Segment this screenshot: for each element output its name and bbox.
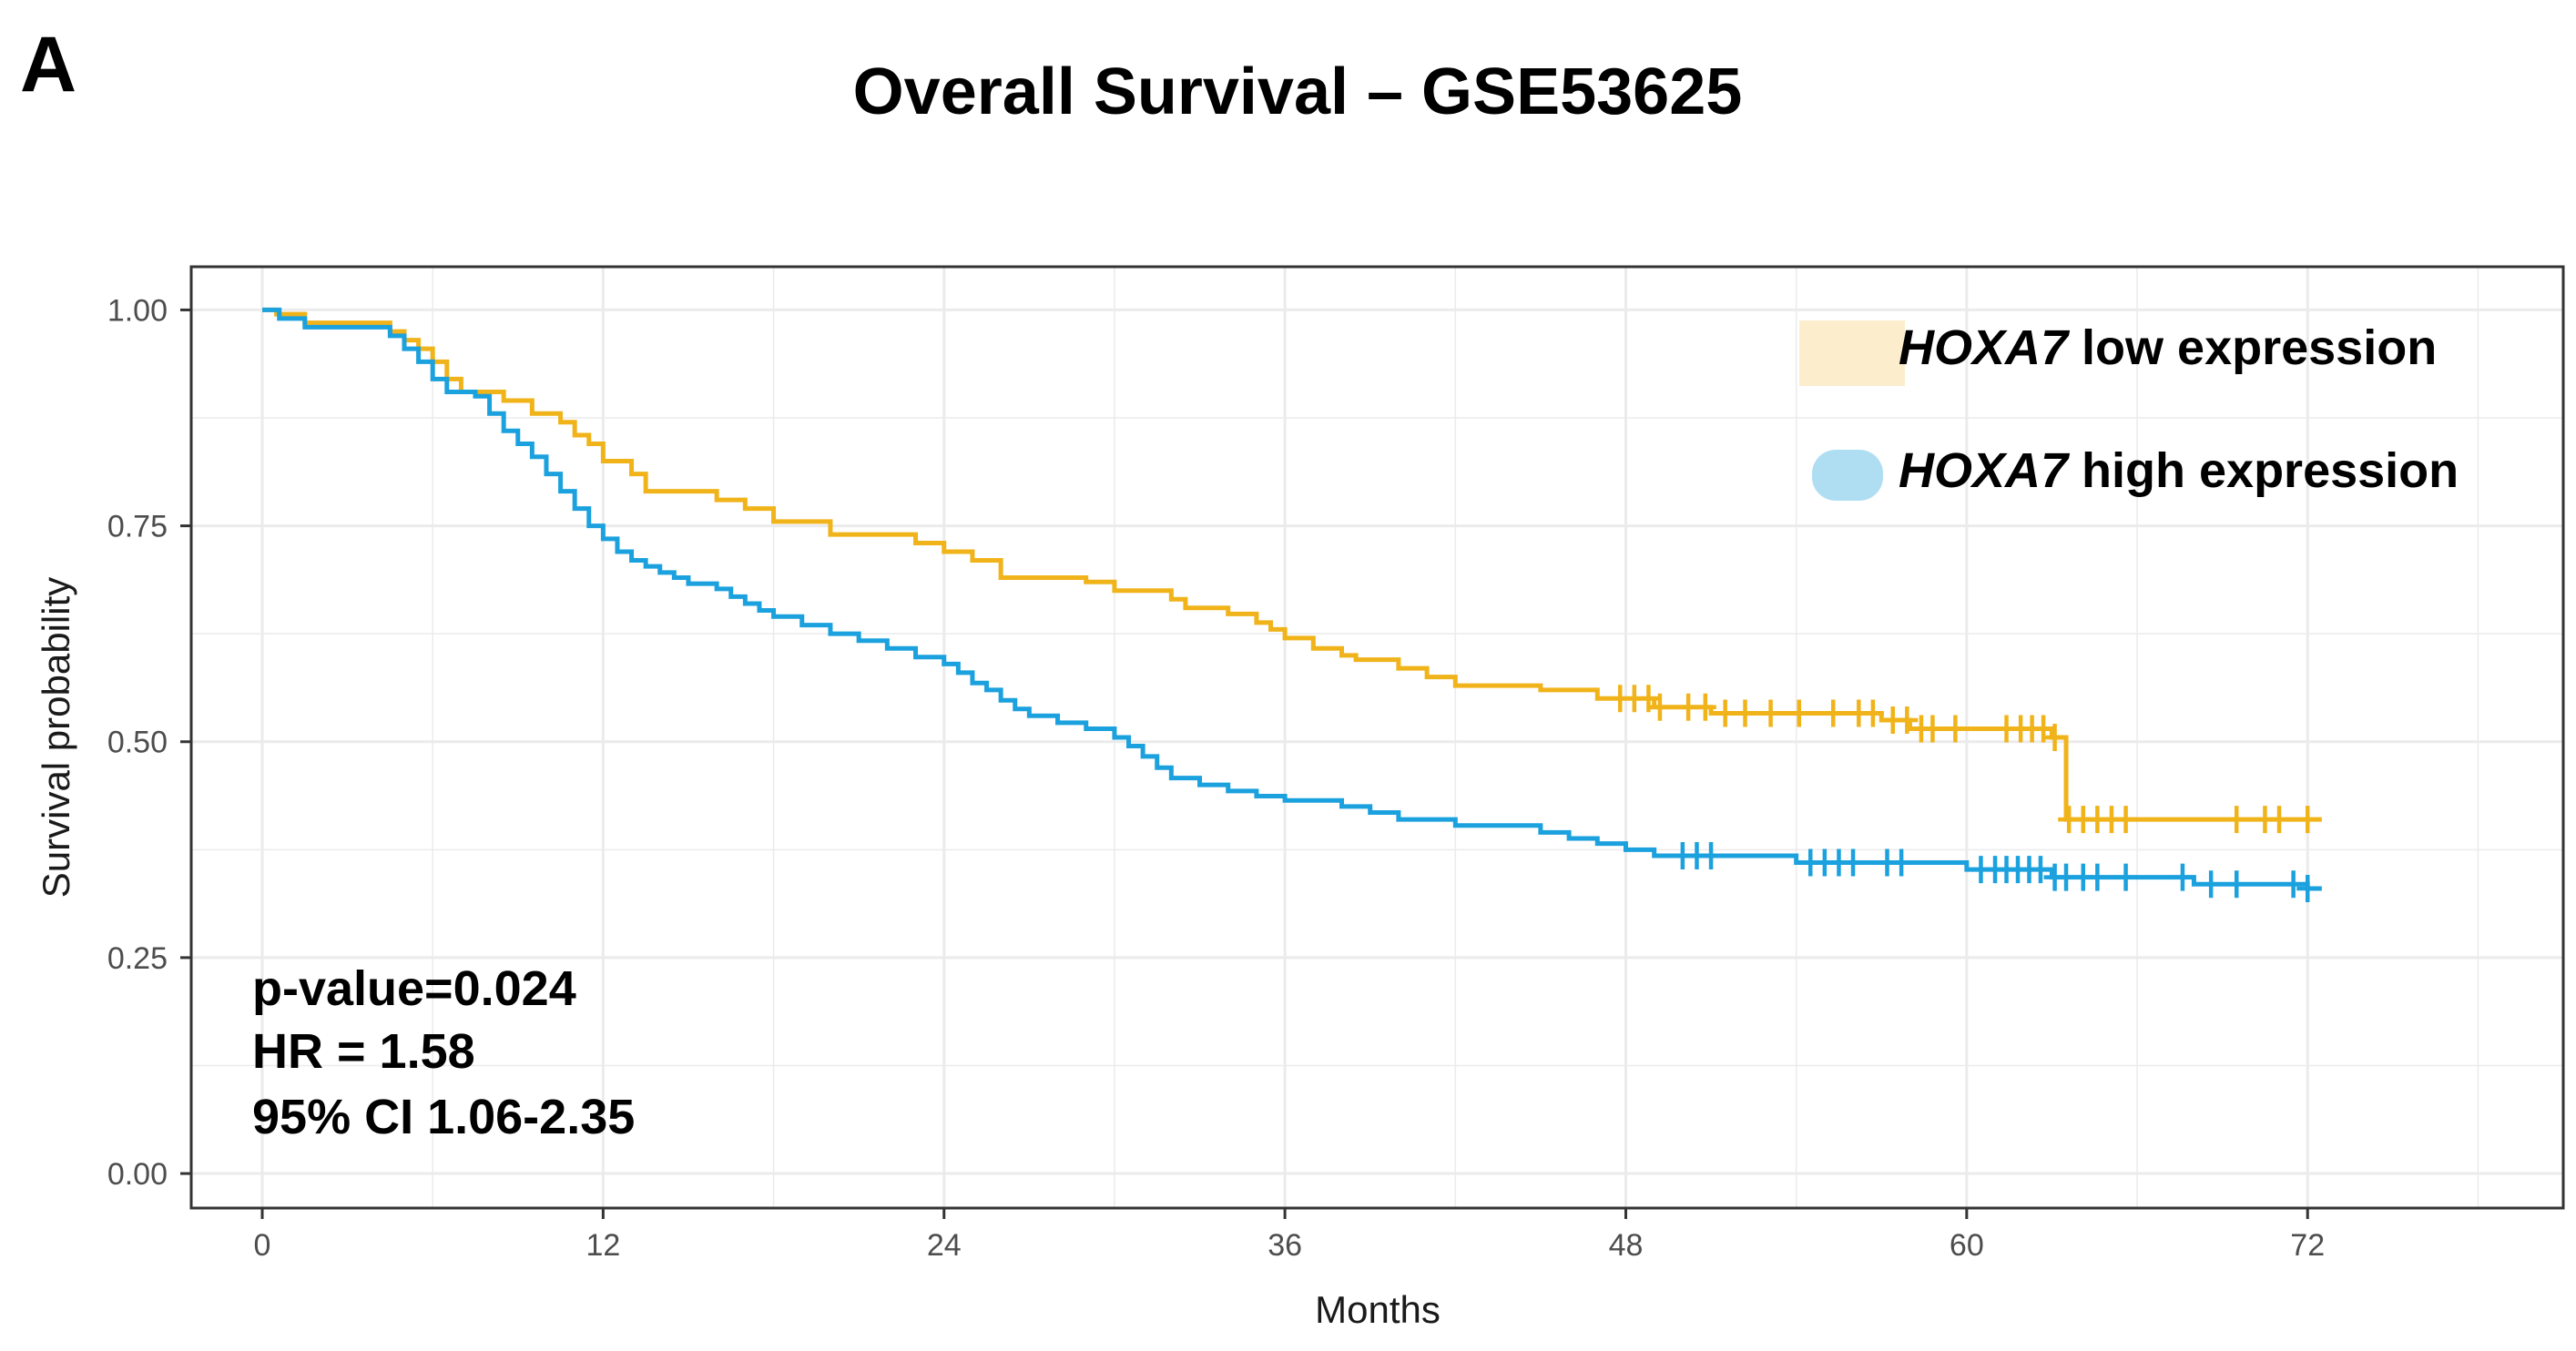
censor-mark-low (1637, 685, 1660, 713)
censor-mark-low (1759, 699, 1782, 727)
legend-item-high: HOXA7 high expression (1899, 443, 2459, 498)
panel-letter: A (20, 21, 76, 108)
censor-mark-low (2268, 806, 2291, 834)
y-tick-label: 0.00 (107, 1157, 168, 1192)
censor-mark-low (1648, 693, 1671, 721)
censor-mark-high (2296, 875, 2319, 903)
y-tick-label: 0.75 (107, 510, 168, 544)
y-tick-label: 0.50 (107, 726, 168, 760)
x-tick-label: 60 (1950, 1228, 1984, 1263)
censor-mark-high (2086, 863, 2109, 891)
censor-mark-high (2282, 870, 2305, 899)
legend-swatch-high (1812, 450, 1883, 501)
censor-mark-low (2225, 806, 2248, 834)
chart-title: Overall Survival – GSE53625 (853, 56, 1743, 128)
censor-marks (1609, 685, 2319, 903)
x-tick-label: 48 (1609, 1228, 1644, 1263)
legend-label-low: low expression (2068, 320, 2437, 375)
censor-mark-low (2296, 806, 2319, 834)
y-axis-label: Survival probability (35, 577, 77, 899)
censor-mark-high (1700, 841, 1723, 869)
survival-curves (261, 307, 2322, 891)
plot-frame (189, 265, 2565, 1210)
p-value-text: p-value=0.024 (252, 961, 576, 1016)
censor-mark-low (1714, 699, 1736, 727)
censor-mark-low (2043, 724, 2066, 751)
censor-mark-low (2032, 715, 2055, 743)
plot-background (191, 267, 2563, 1208)
legend-swatch-low (1799, 320, 1905, 386)
censor-mark-high (2029, 856, 2052, 884)
x-tick-label: 72 (2290, 1228, 2325, 1263)
x-axis-label: Months (1315, 1288, 1441, 1331)
censor-mark-high (1890, 848, 1913, 877)
legend-gene-high: HOXA7 (1899, 443, 2071, 498)
legend-item-low: HOXA7 low expression (1899, 320, 2437, 375)
censor-mark-low (1944, 715, 1967, 743)
censor-mark-low (2114, 806, 2137, 834)
censor-mark-high (2200, 870, 2223, 899)
y-tick-label: 0.25 (107, 941, 168, 976)
censor-mark-low (1921, 715, 1944, 743)
confidence-interval-text: 95% CI 1.06-2.35 (252, 1090, 635, 1144)
x-tick-label: 36 (1268, 1228, 1302, 1263)
censor-mark-high (2171, 863, 2194, 891)
y-tick-label: 1.00 (107, 293, 168, 328)
x-tick-label: 12 (585, 1228, 620, 1263)
censor-mark-high (2114, 863, 2137, 891)
legend: HOXA7 low expression HOXA7 high expressi… (1799, 320, 2459, 501)
censor-mark-high (2225, 870, 2248, 899)
plot-area (189, 265, 2565, 1210)
y-axis-ticks: 0.00 0.25 0.50 0.75 1.00 (107, 293, 191, 1192)
censor-mark-low (1694, 693, 1716, 721)
curve-low (261, 307, 2322, 822)
censor-mark-low (1861, 699, 1884, 727)
censor-mark-high (1842, 848, 1865, 877)
x-tick-label: 24 (927, 1228, 962, 1263)
x-axis-ticks: 0 12 24 36 48 60 72 (254, 1208, 2325, 1263)
legend-label-high: high expression (2068, 443, 2459, 498)
censor-mark-low (1822, 699, 1845, 727)
censor-mark-low (1787, 699, 1810, 727)
grid-minor (191, 267, 2563, 1208)
hazard-ratio-text: HR = 1.58 (252, 1024, 475, 1079)
stats-annotation: p-value=0.024 HR = 1.58 95% CI 1.06-2.35 (252, 961, 635, 1144)
curve-high (261, 307, 2322, 891)
legend-gene-low: HOXA7 (1899, 320, 2071, 375)
grid-major (191, 267, 2563, 1208)
x-tick-label: 0 (254, 1228, 271, 1263)
censor-mark-low (1896, 706, 1919, 735)
censor-mark-low (1734, 699, 1756, 727)
